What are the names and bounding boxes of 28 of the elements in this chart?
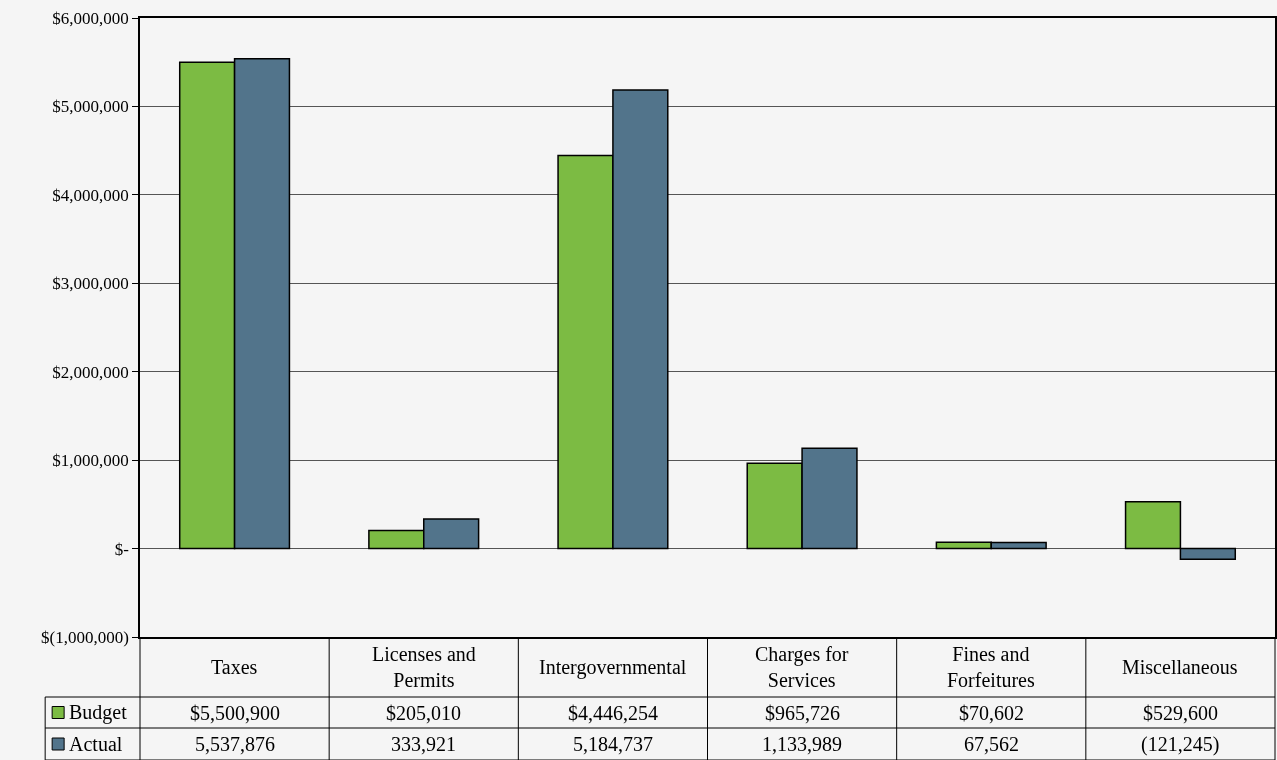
data-label: 5,537,876 bbox=[195, 733, 275, 755]
y-tick-label: $6,000,000 bbox=[52, 8, 129, 28]
data-label: $70,602 bbox=[959, 702, 1024, 724]
data-label: 5,184,737 bbox=[573, 733, 653, 755]
data-label: $965,726 bbox=[765, 702, 840, 724]
y-tick-label: $- bbox=[114, 539, 130, 559]
data-label: $529,600 bbox=[1143, 702, 1218, 724]
x-tick-label: Charges for Services bbox=[755, 643, 849, 691]
data-label: 1,133,989 bbox=[762, 733, 842, 755]
data-label: $5,500,900 bbox=[190, 702, 280, 724]
data-label: 67,562 bbox=[964, 733, 1019, 755]
legend-label: Budget bbox=[69, 701, 128, 724]
y-tick-label: $(1,000,000) bbox=[41, 627, 129, 647]
data-label: (121,245) bbox=[1141, 733, 1220, 756]
y-tick-label: $4,000,000 bbox=[52, 185, 129, 205]
y-tick-label: $5,000,000 bbox=[52, 97, 129, 117]
y-tick-label: $1,000,000 bbox=[52, 451, 129, 471]
x-tick-label: Licenses and Permits bbox=[372, 643, 476, 691]
x-tick-label: Intergovernmental bbox=[539, 656, 687, 679]
x-tick-label: Miscellaneous bbox=[1122, 656, 1238, 678]
x-tick-label: Taxes bbox=[211, 656, 258, 678]
data-label: $4,446,254 bbox=[568, 702, 658, 724]
data-label: 333,921 bbox=[391, 733, 456, 755]
x-tick-label: Fines and Forfeitures bbox=[947, 643, 1035, 691]
y-tick-label: $2,000,000 bbox=[52, 362, 129, 382]
y-tick-label: $3,000,000 bbox=[52, 274, 129, 294]
legend-label: Actual bbox=[69, 733, 123, 755]
data-label: $205,010 bbox=[386, 702, 461, 724]
